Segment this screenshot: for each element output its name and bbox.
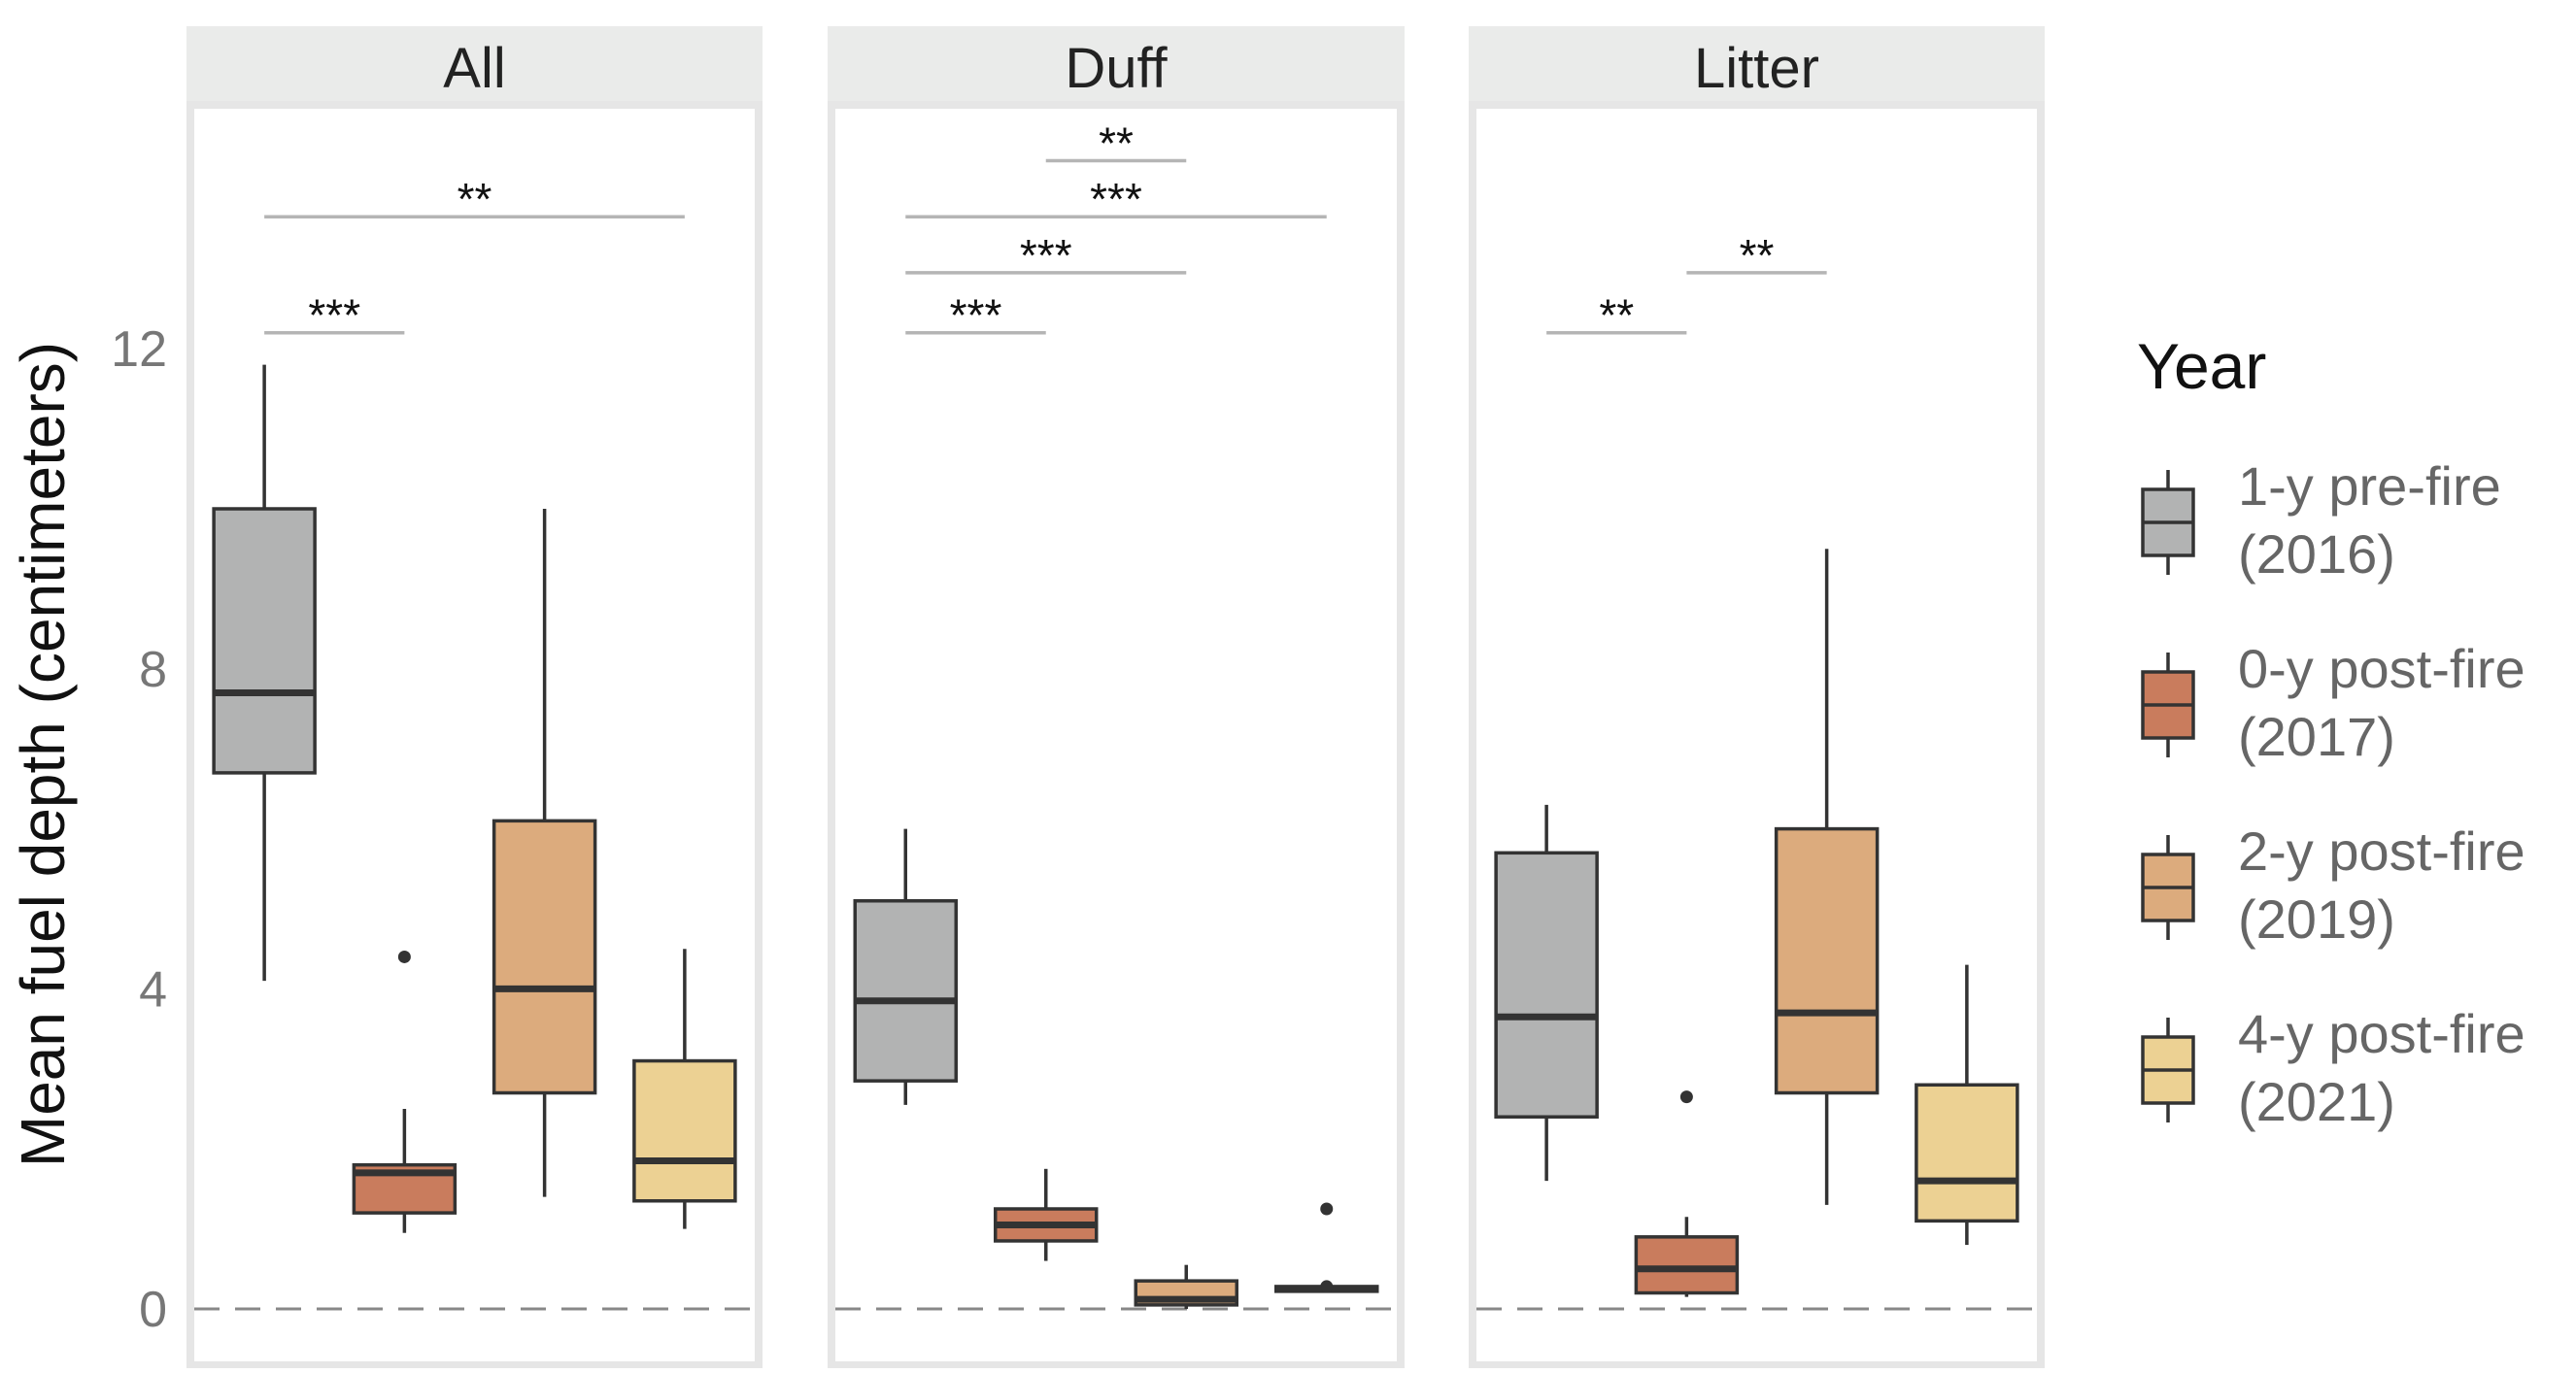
significance-label: ** (1599, 290, 1634, 341)
box-all-1 (352, 950, 458, 1233)
legend-item-year: (2016) (2238, 523, 2395, 585)
panel-border (1469, 101, 2045, 1369)
panel-strip (186, 26, 763, 109)
box-iqr (632, 1058, 737, 1203)
legend: Year 1-y pre-fire(2016) 0-y post-fire (2017… (2137, 330, 2525, 1132)
panel-all: All***** (186, 26, 763, 1369)
legend-item-label: 1-y pre-fire (2238, 455, 2501, 517)
box-duff-2 (1134, 1264, 1238, 1309)
y-tick-label: 12 (111, 321, 167, 378)
legend-item-year: (2017) (2238, 706, 2395, 767)
box-iqr (853, 899, 958, 1083)
legend-item-year: (2021) (2238, 1071, 2395, 1132)
box-all-2 (491, 509, 597, 1197)
legend-item: 4-y post-fire (2021) (2141, 1003, 2525, 1132)
outlier-point (1679, 1090, 1693, 1104)
box-duff-3 (1274, 1202, 1379, 1293)
significance-label: ** (1740, 230, 1775, 281)
box-iqr (491, 819, 597, 1095)
outlier-point (1320, 1280, 1334, 1293)
significance-label: ** (458, 174, 492, 224)
legend-item-label: 2-y post-fire (2238, 820, 2525, 882)
panel-title: Duff (1065, 37, 1168, 100)
panel-title: All (443, 37, 505, 100)
box-iqr (1915, 1083, 2019, 1223)
box-litter-0 (1494, 804, 1599, 1182)
significance-label: *** (1020, 230, 1072, 281)
legend-item-label: 0-y post-fire (2238, 638, 2525, 699)
box-litter-1 (1634, 1090, 1740, 1297)
significance-label: ** (1099, 118, 1134, 169)
legend-item-year: (2019) (2238, 888, 2395, 950)
panel-title: Litter (1694, 37, 1819, 100)
legend-title: Year (2137, 330, 2266, 402)
legend-item: 1-y pre-fire(2016) (2141, 455, 2501, 585)
y-tick-label: 0 (139, 1282, 167, 1338)
box-duff-0 (853, 828, 958, 1105)
box-iqr (212, 507, 317, 775)
y-tick-label: 8 (139, 642, 167, 698)
box-duff-1 (994, 1168, 1099, 1261)
box-iqr (1774, 826, 1880, 1095)
legend-item-label: 4-y post-fire (2238, 1003, 2525, 1064)
panel-litter: Litter ** ** (1469, 26, 2045, 1369)
outlier-point (1320, 1202, 1334, 1216)
box-litter-2 (1774, 549, 1880, 1205)
significance-label: *** (1090, 174, 1142, 224)
significance-label: *** (950, 290, 1002, 341)
box-all-0 (212, 364, 317, 982)
panel-strip (1469, 26, 2045, 109)
y-axis-label: Mean fuel depth (centimeters) (8, 342, 78, 1167)
legend-item: 2-y post-fire(2019) (2141, 820, 2525, 950)
panel-duff: Duff*********** (828, 26, 1405, 1369)
y-tick-label: 4 (139, 961, 167, 1018)
legend-item: 0-y post-fire (2017) (2141, 638, 2525, 767)
box-iqr (1494, 851, 1599, 1119)
box-all-3 (632, 949, 737, 1229)
box-litter-3 (1915, 964, 2019, 1246)
outlier-point (397, 950, 411, 963)
panel-strip (828, 26, 1405, 109)
panel-border (186, 101, 763, 1369)
significance-label: *** (308, 290, 360, 341)
panel-border (828, 101, 1405, 1369)
box-iqr (1634, 1235, 1740, 1295)
